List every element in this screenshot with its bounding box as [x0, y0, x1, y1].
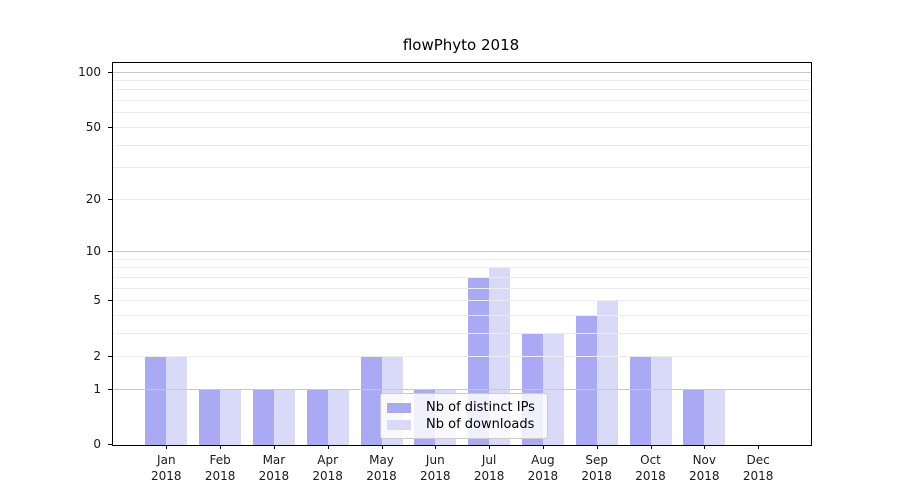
bar-may-distinct-ips — [360, 356, 382, 445]
bar-mar-downloads — [273, 388, 295, 445]
bar-nov-distinct-ips — [683, 388, 705, 445]
x-tick-mark-feb — [220, 445, 222, 449]
gridline-6 — [113, 287, 811, 289]
x-tick-label-mar: Mar 2018 — [258, 453, 290, 483]
x-tick-mark-nov — [704, 445, 706, 449]
y-tick-mark-100 — [108, 71, 112, 73]
gridline-90 — [113, 80, 811, 82]
bar-sep-distinct-ips — [575, 314, 597, 445]
y-tick-mark-0 — [108, 444, 112, 445]
y-tick-mark-10 — [108, 250, 112, 252]
bar-jan-downloads — [166, 356, 188, 445]
y-tick-mark-5 — [108, 300, 112, 302]
x-tick-label-jul: Jul 2018 — [473, 453, 505, 483]
gridline-10 — [113, 250, 811, 252]
x-tick-label-dec: Dec 2018 — [742, 453, 774, 483]
x-tick-label-nov: Nov 2018 — [689, 453, 720, 483]
y-tick-label-2: 2 — [93, 349, 101, 364]
gridline-8 — [113, 267, 811, 269]
y-tick-label-5: 5 — [93, 293, 101, 308]
bar-mar-distinct-ips — [252, 388, 274, 445]
y-tick-label-1: 1 — [93, 381, 101, 396]
gridline-5 — [113, 300, 811, 302]
bar-oct-downloads — [650, 356, 672, 445]
y-tick-label-100: 100 — [78, 64, 101, 79]
x-tick-label-oct: Oct 2018 — [635, 453, 666, 483]
x-tick-mark-jan — [166, 445, 168, 449]
x-tick-mark-may — [381, 445, 383, 449]
x-tick-label-sep: Sep 2018 — [581, 453, 612, 483]
gridline-2 — [113, 356, 811, 358]
gridline-100 — [113, 71, 811, 73]
gridline-50 — [113, 126, 811, 128]
y-tick-label-0: 0 — [93, 437, 101, 451]
x-tick-label-apr: Apr 2018 — [312, 453, 343, 483]
legend: Nb of distinct IPs Nb of downloads — [380, 393, 548, 439]
gridline-80 — [113, 89, 811, 91]
bar-feb-distinct-ips — [199, 388, 221, 445]
legend-label-downloads: Nb of downloads — [426, 417, 535, 432]
x-tick-mark-mar — [273, 445, 275, 449]
bar-nov-downloads — [704, 388, 726, 445]
bar-feb-downloads — [220, 388, 242, 445]
chart-title: flowPhyto 2018 — [402, 36, 520, 54]
x-tick-label-jun: Jun 2018 — [420, 453, 451, 483]
gridline-60 — [113, 112, 811, 114]
x-tick-mark-sep — [596, 445, 598, 449]
gridline-20 — [113, 198, 811, 200]
gridline-4 — [113, 314, 811, 316]
x-tick-label-may: May 2018 — [366, 453, 397, 483]
x-tick-mark-jun — [435, 445, 437, 449]
x-tick-label-jan: Jan 2018 — [151, 453, 182, 483]
x-tick-label-feb: Feb 2018 — [204, 453, 236, 483]
x-tick-label-aug: Aug 2018 — [527, 453, 559, 483]
y-tick-mark-50 — [108, 126, 112, 128]
legend-label-distinct-ips: Nb of distinct IPs — [426, 400, 535, 415]
y-tick-mark-2 — [108, 356, 112, 358]
legend-swatch-distinct-ips — [387, 402, 411, 413]
bar-apr-downloads — [327, 388, 349, 445]
legend-swatch-downloads — [387, 419, 411, 430]
gridline-1 — [113, 388, 811, 390]
x-tick-mark-jul — [489, 445, 491, 449]
gridline-7 — [113, 276, 811, 278]
grid-layer — [113, 63, 811, 445]
bar-apr-distinct-ips — [306, 388, 328, 445]
x-tick-mark-apr — [327, 445, 329, 449]
gridline-3 — [113, 332, 811, 334]
legend-entry-downloads: Nb of downloads — [387, 416, 539, 433]
gridline-40 — [113, 144, 811, 146]
legend-entry-distinct-ips: Nb of distinct IPs — [387, 399, 539, 416]
plot-area: 0 1 2 5 10 20 50 100 Jan 2018 Feb 2018 Mar 2018 Apr 201… — [78, 62, 812, 483]
y-tick-label-20: 20 — [85, 191, 101, 206]
bar-sep-downloads — [596, 300, 618, 445]
x-tick-mark-dec — [758, 445, 760, 449]
y-tick-label-10: 10 — [85, 243, 101, 258]
y-tick-label-50: 50 — [85, 119, 101, 134]
y-tick-mark-1 — [108, 388, 112, 390]
gridline-30 — [113, 167, 811, 169]
y-tick-mark-20 — [108, 198, 112, 200]
gridline-9 — [113, 258, 811, 260]
gridline-70 — [113, 100, 811, 102]
bar-oct-distinct-ips — [629, 356, 651, 445]
x-tick-mark-aug — [542, 445, 544, 449]
bar-jan-distinct-ips — [145, 356, 167, 445]
x-tick-mark-oct — [650, 445, 652, 449]
axis-layer: 0 1 2 5 10 20 50 100 Jan 2018 Feb 2018 Mar 2018 Apr 201… — [78, 63, 811, 483]
